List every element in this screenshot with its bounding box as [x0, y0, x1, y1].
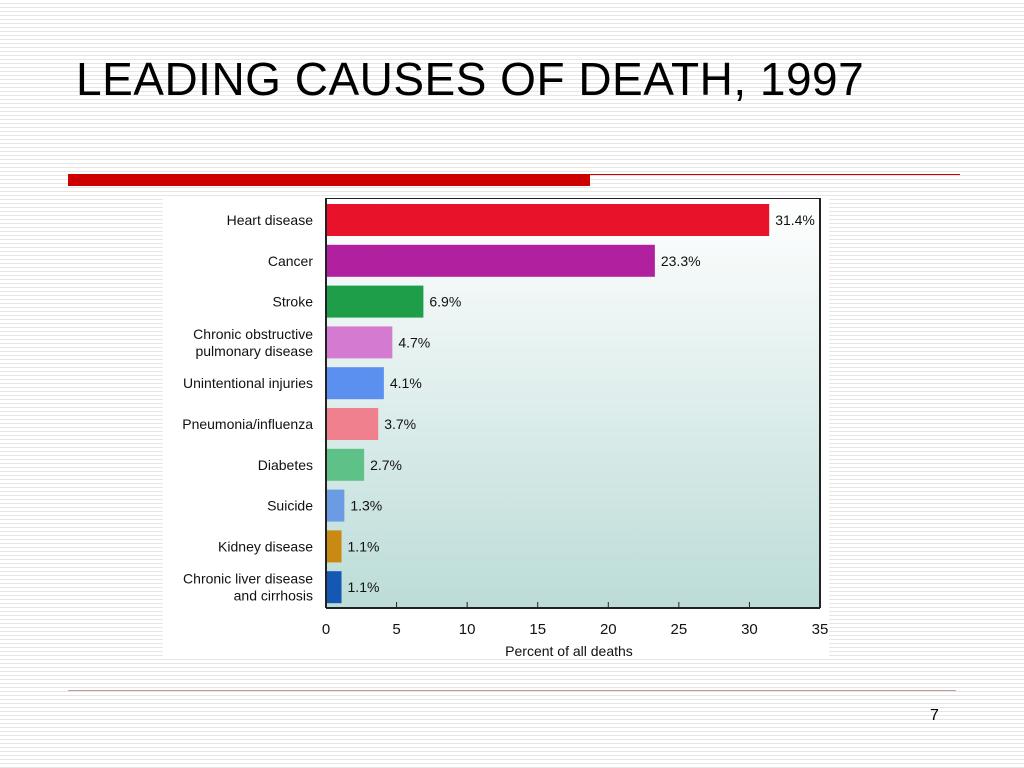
- category-label: pulmonary disease: [195, 343, 313, 359]
- category-label: Chronic liver disease: [183, 571, 313, 587]
- x-axis-title: Percent of all deaths: [505, 643, 633, 658]
- value-label: 1.1%: [348, 579, 380, 595]
- bar-chart: 31.4% Heart disease 23.3% Cancer 6.9% Stroke 4…: [182, 198, 829, 658]
- category-label: Chronic obstructive: [193, 326, 313, 342]
- title-rule-thick: [68, 174, 590, 186]
- title-rule-thin: [590, 174, 960, 175]
- value-label: 31.4%: [775, 212, 815, 228]
- bar: [326, 448, 365, 481]
- bar: [326, 367, 384, 400]
- bar: [326, 326, 393, 359]
- bar: [326, 571, 342, 604]
- x-tick-label: 30: [741, 621, 758, 638]
- value-label: 3.7%: [384, 416, 416, 432]
- value-label: 4.1%: [390, 375, 422, 391]
- footer-rule: [68, 690, 956, 691]
- category-label: Diabetes: [258, 457, 313, 473]
- bar: [326, 408, 379, 440]
- page-number: 7: [930, 707, 939, 724]
- category-label: and cirrhosis: [234, 588, 313, 604]
- x-tick-label: 5: [392, 621, 400, 638]
- bar: [326, 204, 770, 236]
- value-label: 23.3%: [661, 253, 701, 269]
- labels-layer: 31.4% Heart disease 23.3% Cancer 6.9% Stroke 4…: [182, 212, 815, 604]
- x-tick-label: 20: [600, 621, 617, 638]
- bar: [326, 489, 345, 522]
- category-label: Heart disease: [227, 212, 314, 228]
- value-label: 1.1%: [348, 538, 380, 554]
- value-label: 1.3%: [350, 498, 382, 514]
- x-tick-label: 0: [322, 621, 330, 638]
- x-tick-label: 15: [529, 621, 546, 638]
- x-tick-label: 25: [671, 621, 688, 638]
- category-label: Pneumonia/influenza: [182, 416, 313, 432]
- chart-panel: 31.4% Heart disease 23.3% Cancer 6.9% Stroke 4…: [163, 198, 829, 658]
- value-label: 2.7%: [370, 457, 402, 473]
- x-tick-label: 10: [459, 621, 476, 638]
- category-label: Kidney disease: [218, 538, 313, 554]
- bar: [326, 285, 424, 318]
- category-label: Stroke: [273, 294, 314, 310]
- category-label: Unintentional injuries: [183, 375, 313, 391]
- bars-layer: [326, 204, 770, 604]
- slide-title: LEADING CAUSES OF DEATH, 1997: [76, 53, 865, 105]
- bar: [326, 530, 342, 563]
- x-tick-label: 35: [812, 621, 829, 638]
- value-label: 6.9%: [429, 294, 461, 310]
- category-label: Suicide: [267, 498, 313, 514]
- bar: [326, 244, 655, 277]
- value-label: 4.7%: [398, 334, 430, 350]
- category-label: Cancer: [268, 253, 313, 269]
